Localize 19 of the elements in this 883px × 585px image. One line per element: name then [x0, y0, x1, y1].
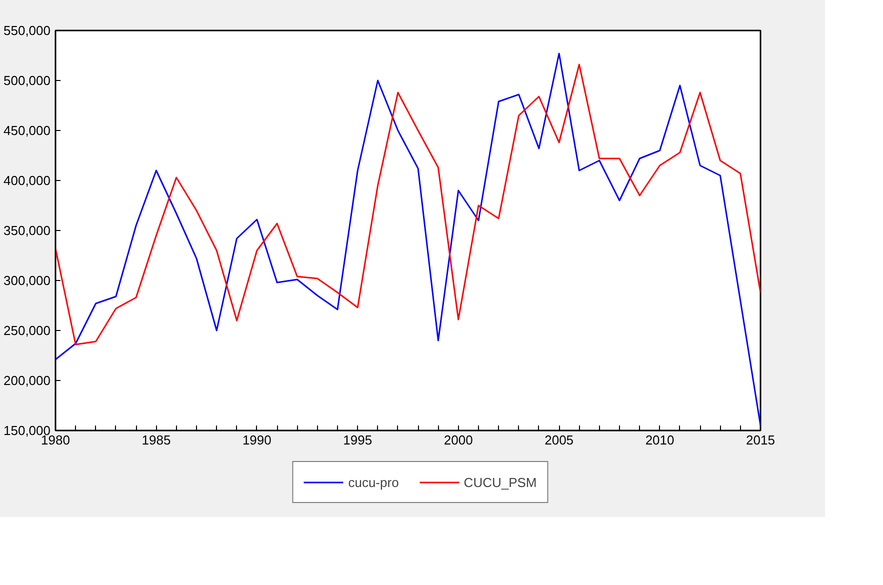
- x-tick-label: 2000: [444, 432, 473, 448]
- y-tick-label: 500,000: [4, 73, 51, 88]
- y-tick-label: 200,000: [4, 373, 51, 388]
- line-series: [56, 52, 760, 426]
- legend-label: cucu-pro: [348, 474, 399, 490]
- x-tick-label: 2005: [544, 432, 574, 448]
- x-tick-label: 2010: [645, 432, 674, 448]
- y-tick-label: 350,000: [4, 223, 51, 238]
- legend-label: CUCU_PSM: [464, 474, 537, 490]
- x-tick-label: 1995: [343, 432, 372, 448]
- x-tick-label: 1990: [242, 432, 272, 448]
- line-series: [56, 64, 760, 346]
- x-tick-label: 1985: [142, 432, 171, 448]
- y-tick-label: 450,000: [4, 123, 51, 138]
- y-tick-label: 550,000: [4, 23, 51, 38]
- y-tick-label: 400,000: [4, 173, 51, 188]
- x-tick-label: 2015: [746, 432, 775, 448]
- y-tick-label: 300,000: [4, 273, 51, 288]
- y-tick-label: 250,000: [4, 323, 51, 338]
